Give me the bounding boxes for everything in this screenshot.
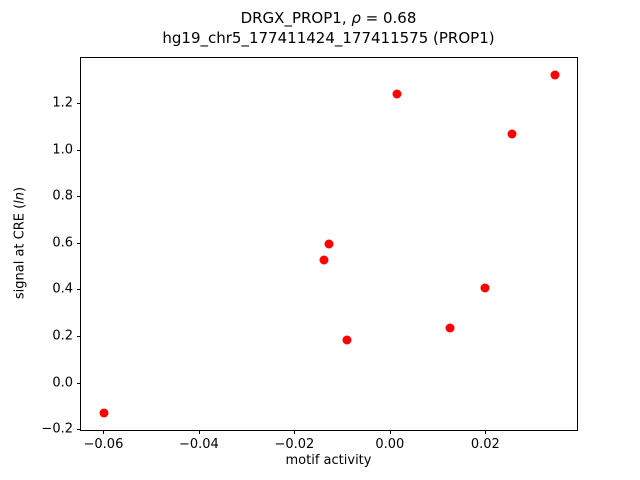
y-tick (77, 289, 81, 291)
x-tick-label: −0.04 (178, 437, 219, 452)
y-tick (77, 196, 81, 198)
title-gene-label: DRGX_PROP1, (240, 9, 352, 27)
y-tick-label: 1.0 (52, 142, 73, 158)
y-tick-label: 0.4 (52, 281, 73, 297)
plot-area: −0.06 −0.04 −0.02 0.00 0.02 −0.2 0.0 0.2 0.4 0.6 0… (41, 57, 578, 452)
y-axis-label: signal at CRE (ln) (13, 187, 28, 299)
y-tick (77, 149, 81, 151)
title-rho-value: = 0.68 (360, 9, 417, 27)
chart-title-line1: DRGX_PROP1, ρ = 0.68 (80, 9, 577, 27)
x-axis-label: motif activity (285, 453, 372, 468)
y-tick (77, 429, 81, 431)
y-axis-label-paren: ) (12, 186, 28, 192)
y-tick (77, 336, 81, 338)
y-tick-label: −0.2 (41, 421, 73, 437)
data-point (507, 129, 517, 139)
y-tick (77, 102, 81, 104)
y-axis-label-text: signal at CRE ( (12, 203, 28, 300)
data-point (445, 323, 455, 333)
data-point (99, 408, 109, 418)
rho-symbol: ρ (351, 9, 361, 27)
y-tick (77, 382, 81, 384)
x-tick-label: 0.00 (375, 437, 405, 452)
y-tick-label: 1.2 (52, 95, 73, 111)
x-tick-label: −0.02 (274, 437, 315, 452)
data-point (392, 89, 402, 99)
data-point (324, 239, 334, 249)
x-tick (389, 430, 391, 434)
chart-title-line2: hg19_chr5_177411424_177411575 (PROP1) (162, 29, 495, 47)
y-tick-label: 0.2 (52, 328, 73, 344)
data-point (319, 255, 329, 265)
x-tick-label: 0.02 (470, 437, 500, 452)
y-tick (77, 242, 81, 244)
y-tick-label: 0.0 (52, 375, 73, 391)
x-tick (198, 430, 200, 434)
x-tick (294, 430, 296, 434)
x-tick-label: −0.06 (83, 437, 124, 452)
x-tick (485, 430, 487, 434)
data-point (342, 335, 352, 345)
y-tick-label: 0.8 (52, 188, 73, 204)
y-tick-label: 0.6 (52, 235, 73, 251)
x-tick (103, 430, 105, 434)
data-point (550, 70, 560, 80)
data-point (480, 283, 490, 293)
y-axis-label-ln: ln (12, 191, 28, 204)
